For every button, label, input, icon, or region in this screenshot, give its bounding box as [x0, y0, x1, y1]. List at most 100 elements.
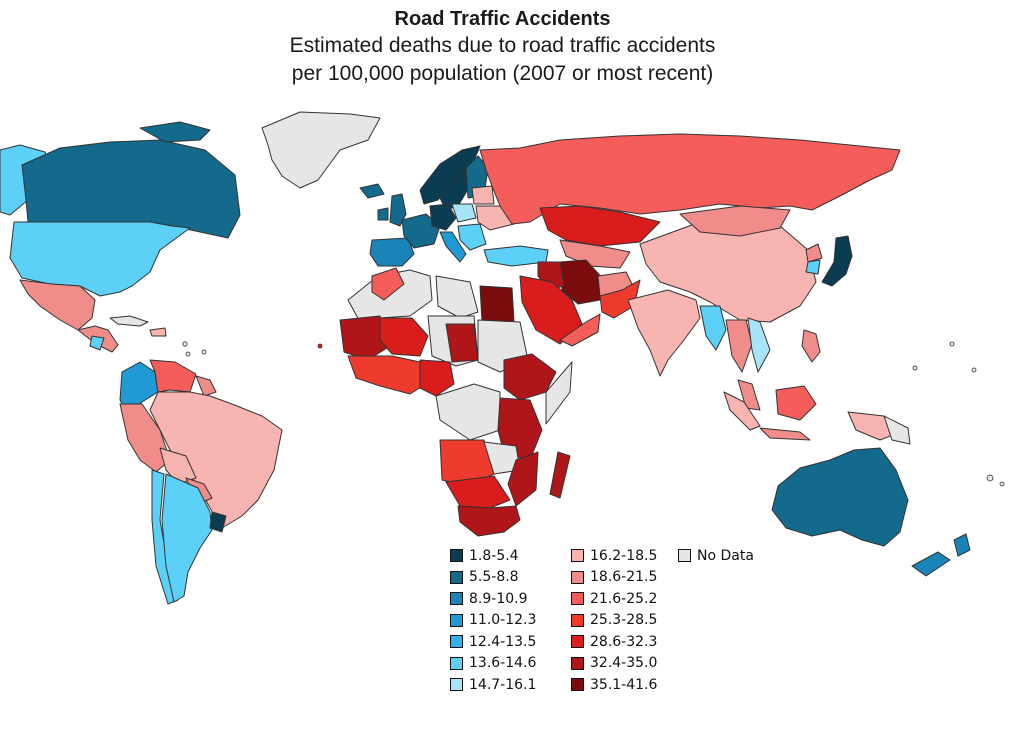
legend-label: 32.4-35.0	[590, 655, 658, 672]
map-title: Road Traffic Accidents	[394, 8, 611, 30]
region-central-asia	[559, 239, 631, 269]
legend-item: 14.7-16.1	[450, 674, 536, 696]
region-new-zealand-south	[911, 551, 951, 577]
island-dot	[949, 341, 955, 347]
region-mexico	[19, 279, 96, 331]
legend-item: No Data	[678, 545, 754, 567]
region-namibia-botswana	[445, 475, 511, 509]
legend-item: 35.1-41.6	[571, 674, 657, 696]
legend-item: 18.6-21.5	[571, 567, 657, 589]
legend-swatch	[450, 656, 463, 670]
region-balkans	[457, 223, 487, 251]
region-spain-portugal	[369, 237, 415, 267]
region-philippines	[801, 329, 821, 363]
legend-label: 21.6-25.2	[590, 590, 658, 607]
region-south-africa	[457, 505, 521, 537]
region-germany	[429, 203, 457, 231]
legend-label: 5.5-8.8	[469, 569, 519, 586]
region-france	[401, 213, 441, 249]
legend-label: 1.8-5.4	[469, 547, 519, 564]
region-mozambique	[507, 451, 539, 507]
legend-swatch	[450, 635, 463, 649]
region-thailand	[725, 319, 753, 373]
region-korea-north	[805, 243, 823, 263]
region-png	[883, 415, 911, 445]
region-brazil	[149, 391, 283, 529]
island-dot	[201, 349, 207, 355]
legend-item: 32.4-35.0	[571, 653, 657, 675]
map-subtitle-line2: per 100,000 population (2007 or most rec…	[291, 62, 714, 85]
legend-label: 28.6-32.3	[590, 633, 658, 650]
region-iceland	[359, 183, 385, 199]
legend-label: 8.9-10.9	[469, 590, 528, 607]
legend-item: 11.0-12.3	[450, 610, 536, 632]
region-india	[627, 289, 701, 377]
legend-swatch	[571, 592, 584, 606]
region-peru	[119, 403, 171, 473]
legend-item: 13.6-14.6	[450, 653, 536, 675]
region-yemen-oman	[559, 313, 601, 347]
legend-swatch	[571, 678, 584, 692]
region-venezuela	[149, 359, 197, 393]
region-indonesia-borneo	[775, 385, 817, 421]
region-somalia	[545, 361, 573, 425]
legend-item: 25.3-28.5	[571, 610, 657, 632]
region-mongolia	[679, 205, 791, 237]
island-dot	[317, 343, 323, 349]
region-morocco	[371, 267, 405, 301]
region-russia	[479, 133, 901, 225]
legend-label: 14.7-16.1	[469, 676, 537, 693]
region-indonesia-java	[759, 427, 811, 441]
region-greenland	[261, 111, 381, 189]
region-ireland	[377, 207, 389, 221]
region-poland	[451, 203, 477, 223]
legend-swatch	[571, 613, 584, 627]
island-dot	[986, 474, 994, 482]
legend-swatch	[450, 678, 463, 692]
region-kazakhstan	[539, 205, 661, 247]
region-hispaniola	[149, 327, 167, 337]
region-australia	[771, 447, 909, 547]
legend-swatch	[450, 592, 463, 606]
legend-column-reds: 16.2-18.5 18.6-21.5 21.6-25.2 25.3-28.5 28.6…	[571, 545, 657, 696]
map-header: Road Traffic Accidents Estimated deaths …	[0, 6, 1025, 88]
region-korea-south	[805, 259, 821, 275]
legend-label: 25.3-28.5	[590, 612, 658, 629]
legend-swatch	[450, 549, 463, 563]
legend-label: 13.6-14.6	[469, 655, 537, 672]
legend-label: 12.4-13.5	[469, 633, 537, 650]
legend-swatch	[450, 613, 463, 627]
legend-swatch	[450, 570, 463, 584]
region-italy	[439, 231, 467, 263]
legend-label: 11.0-12.3	[469, 612, 537, 629]
region-canada-islands	[139, 121, 211, 143]
legend-item: 1.8-5.4	[450, 545, 536, 567]
island-dot	[185, 351, 191, 357]
island-dot	[999, 481, 1005, 487]
legend-item: 16.2-18.5	[571, 545, 657, 567]
region-indonesia-sumatra	[723, 391, 761, 431]
region-malaysia	[737, 379, 761, 411]
region-uruguay	[209, 511, 227, 533]
legend-item: 8.9-10.9	[450, 588, 536, 610]
region-central-africa	[435, 383, 501, 441]
region-madagascar	[549, 451, 571, 499]
legend-swatch	[571, 570, 584, 584]
region-new-zealand-north	[953, 533, 971, 557]
region-japan	[821, 235, 853, 287]
island-dot	[182, 341, 188, 347]
legend-label: 18.6-21.5	[590, 569, 658, 586]
legend-item: 28.6-32.3	[571, 631, 657, 653]
region-myanmar	[699, 305, 727, 351]
region-mauritania	[339, 315, 391, 361]
legend-swatch	[571, 635, 584, 649]
island-dot	[912, 365, 918, 371]
region-egypt	[479, 285, 515, 323]
island-dot	[971, 367, 977, 373]
region-vietnam	[747, 317, 771, 373]
legend-label: 16.2-18.5	[590, 547, 658, 564]
region-colombia	[119, 361, 159, 417]
region-central-america-south	[89, 335, 105, 351]
legend-label: 35.1-41.6	[590, 676, 658, 693]
